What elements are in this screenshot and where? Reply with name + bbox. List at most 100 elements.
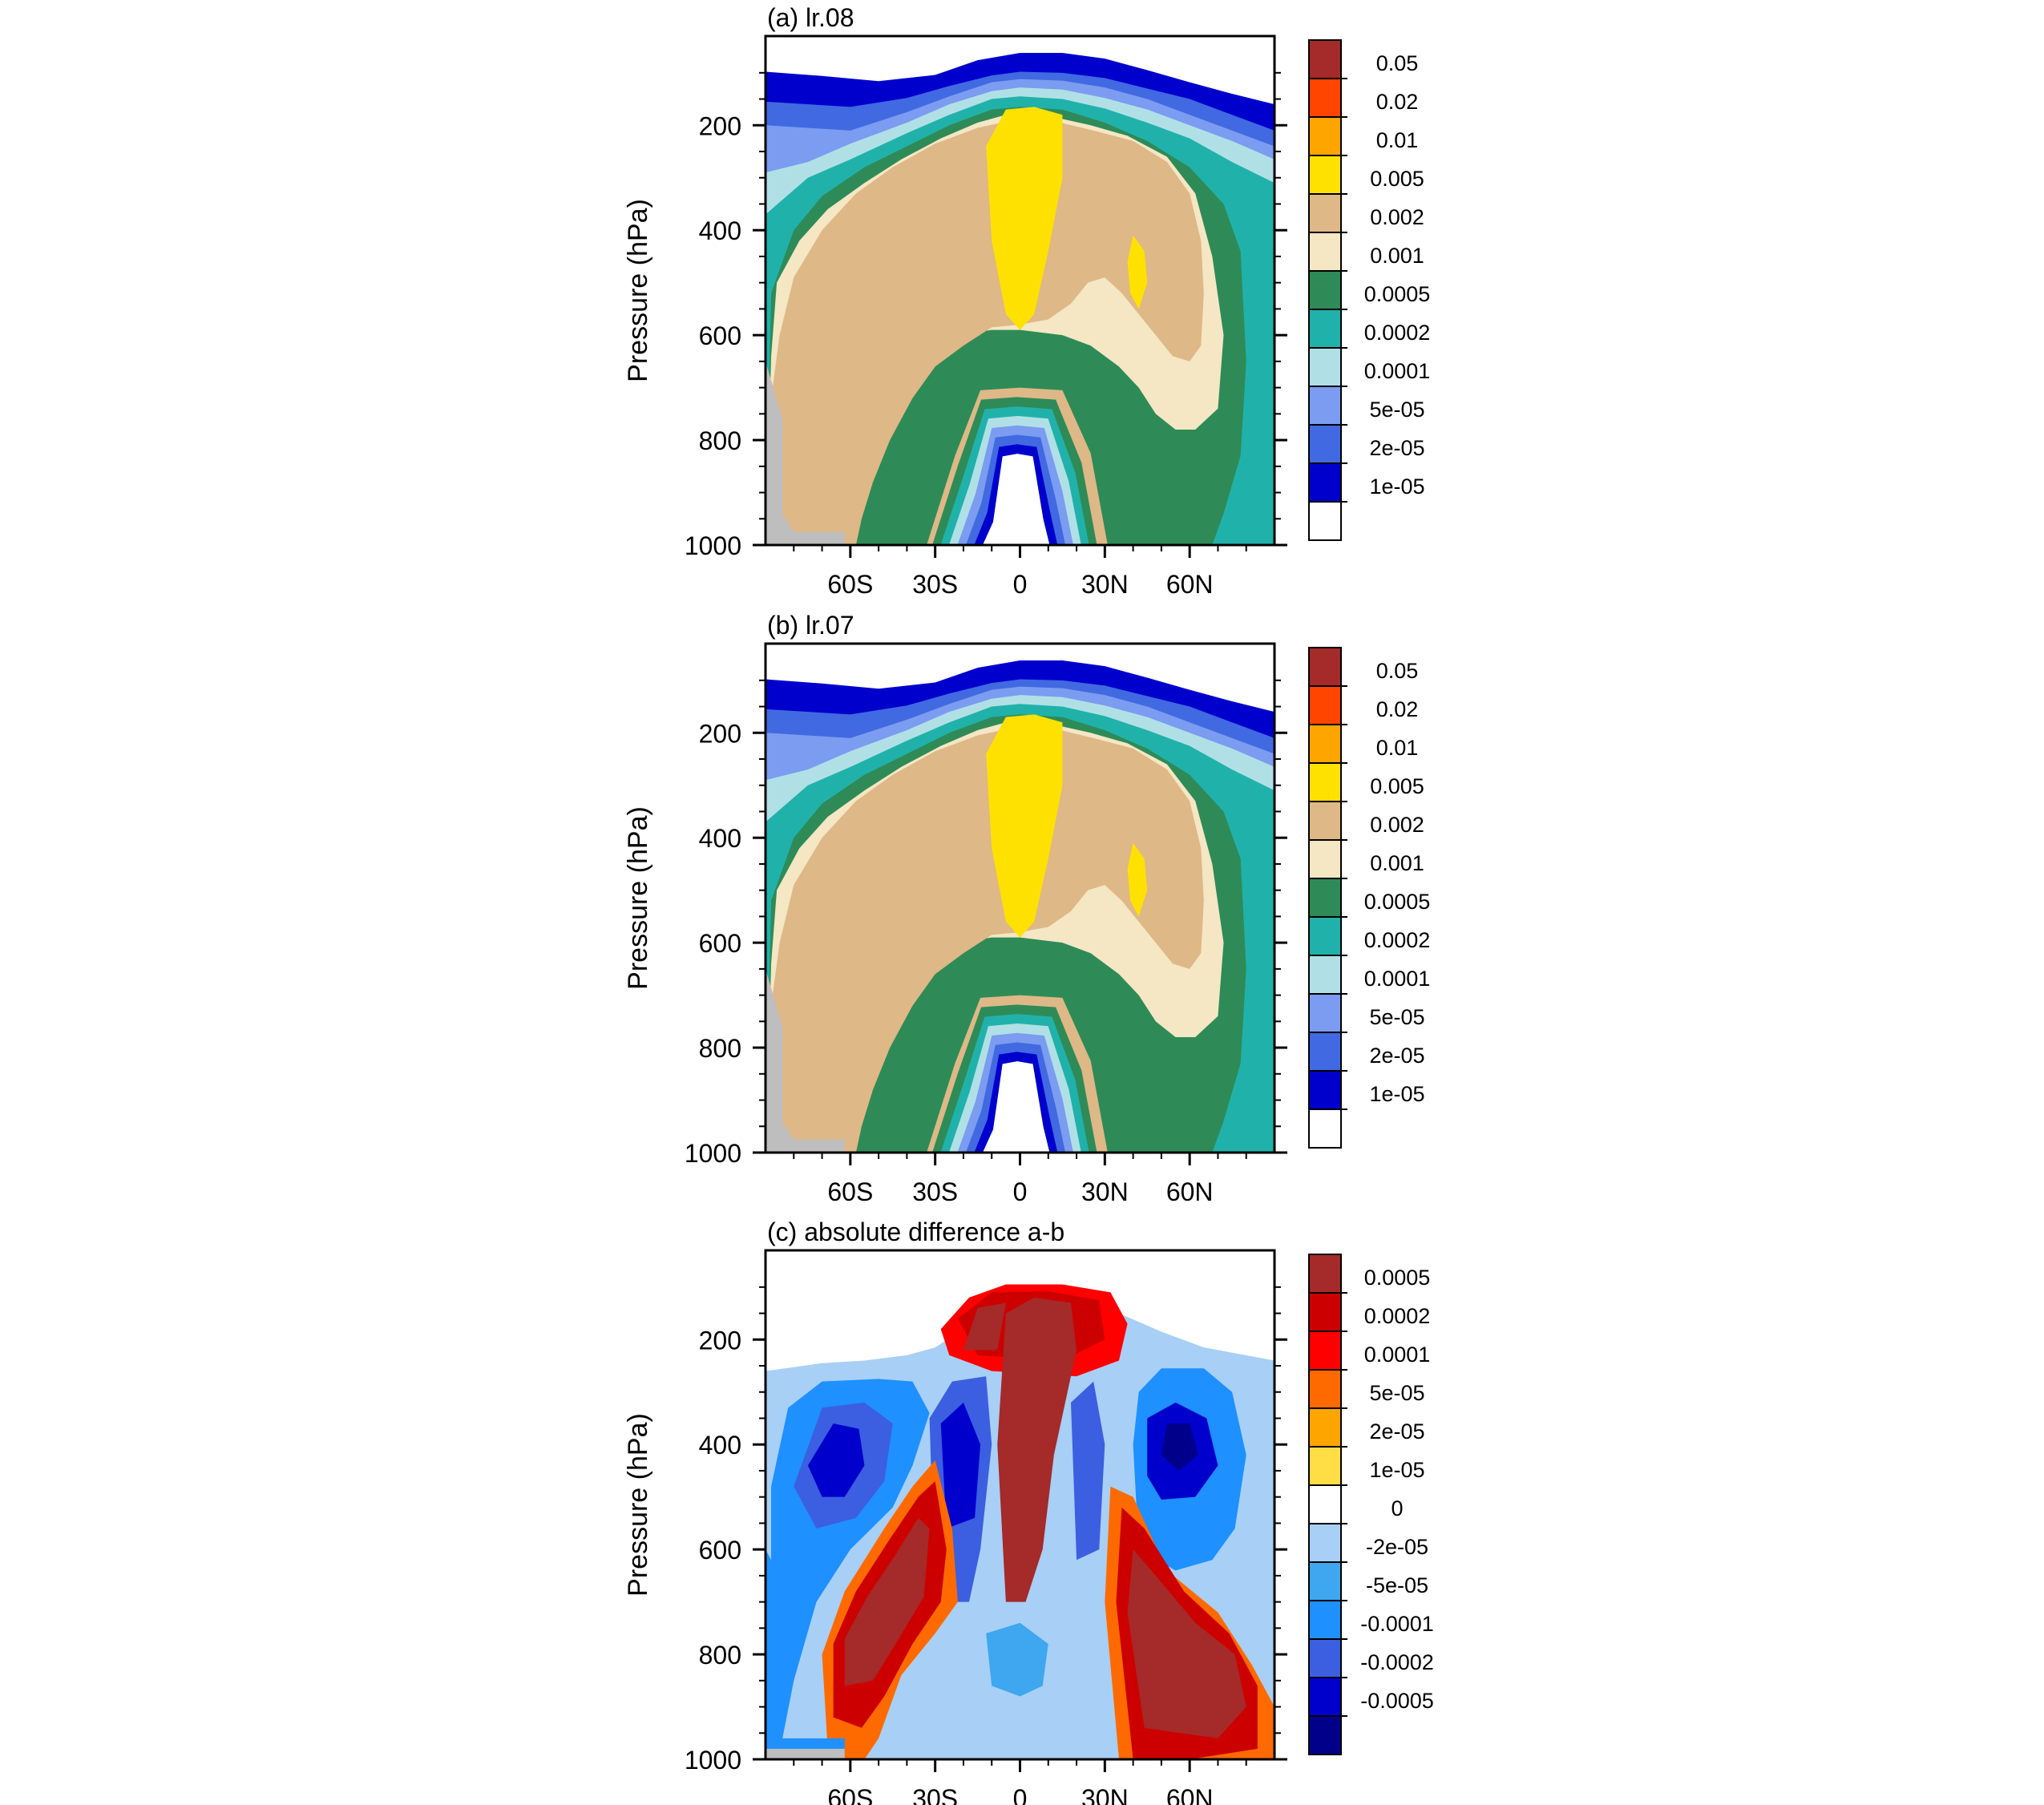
x-tick-label: 30S: [912, 1784, 958, 1805]
contour-level: [986, 107, 1063, 330]
y-tick-label: 400: [699, 824, 741, 853]
colorbar-box: [1308, 1108, 1342, 1149]
colorbar-box: [1308, 1446, 1342, 1486]
contour-level: [1071, 1381, 1105, 1561]
contour-level: [765, 968, 845, 1153]
x-tick-label: 30N: [1081, 570, 1129, 599]
x-tick-label: 30N: [1081, 1784, 1129, 1805]
colorbar-box: [1308, 878, 1342, 918]
colorbar-box: [1308, 1638, 1342, 1678]
panel-3: 200 400 600 800 1000 60S 30S 0 30N 60N (c) absolut…: [623, 1217, 1434, 1805]
colorbar-label: 2e-05: [1369, 1419, 1424, 1444]
y-tick-label: 200: [699, 111, 741, 140]
colorbar-box: [1308, 724, 1342, 764]
colorbar-label: 0.0005: [1364, 282, 1431, 306]
colorbar-label: 0.002: [1370, 813, 1424, 837]
colorbar-label: 1e-05: [1369, 1458, 1424, 1482]
panel-title: (b) lr.07: [767, 611, 854, 640]
y-tick-label: 400: [699, 1431, 741, 1460]
colorbar-2: 0.05 0.02 0.01 0.005 0.002 0.001 0.0005 0.0002 0…: [1308, 647, 1431, 1149]
colorbar-box: [1308, 1677, 1342, 1717]
colorbar-label: 1e-05: [1369, 474, 1424, 499]
colorbar-box: [1308, 1070, 1342, 1110]
y-axis-label: Pressure (hPa): [623, 199, 653, 382]
colorbar-box: [1308, 386, 1342, 426]
x-tick-label: 0: [1013, 1784, 1028, 1805]
colorbar-box: [1308, 116, 1342, 156]
colorbar-label: 0.01: [1376, 736, 1419, 760]
colorbar-label: 5e-05: [1369, 398, 1424, 422]
colorbar-label: -0.0001: [1360, 1612, 1434, 1636]
colorbar-label: 0.002: [1370, 205, 1424, 229]
colorbar-label: 0.05: [1376, 659, 1419, 683]
y-tick-label: 600: [699, 1536, 741, 1565]
colorbar-label: 0.0001: [1364, 967, 1431, 991]
colorbar-label: 0.0002: [1364, 1304, 1431, 1328]
colorbar-label: 0.0002: [1364, 321, 1431, 345]
colorbar-box: [1308, 685, 1342, 725]
contour-level: [963, 1302, 1006, 1351]
colorbar-label: 5e-05: [1369, 1005, 1424, 1029]
colorbar-box: [1308, 647, 1342, 687]
x-tick-label: 30S: [912, 1177, 958, 1206]
contour-fill-1: [765, 36, 1274, 545]
colorbar-box: [1308, 347, 1342, 387]
y-tick-label: 400: [699, 216, 741, 245]
colorbar-box: [1308, 501, 1342, 541]
colorbar-label: -5e-05: [1366, 1573, 1428, 1597]
contour-fill-2: [765, 644, 1274, 1153]
colorbar-box: [1308, 155, 1342, 195]
colorbar-label: 0.0005: [1364, 890, 1431, 914]
colorbar-label: 0.0002: [1364, 928, 1431, 952]
colorbar-box: [1308, 78, 1342, 118]
colorbar-label: 0.001: [1370, 244, 1424, 268]
contour-level: [986, 714, 1063, 938]
contour-level: [986, 1622, 1048, 1697]
panel-2: 200 400 600 800 1000 60S 30S 0 30N 60N (b) lr.07 Pr…: [623, 611, 1430, 1206]
colorbar-1: 0.05 0.02 0.01 0.005 0.002 0.001 0.0005 0.0002 0…: [1308, 39, 1431, 541]
colorbar-box: [1308, 1292, 1342, 1332]
x-tick-label: 0: [1013, 1177, 1028, 1206]
colorbar-box: [1308, 1032, 1342, 1072]
panel-1: 200 400 600 800 1000 60S 30S 0 30N 60N (a) lr.08 Pr…: [623, 3, 1430, 599]
colorbar-label: -0.0002: [1360, 1650, 1434, 1674]
x-tick-label: 60N: [1166, 570, 1214, 599]
colorbar-3: 0.0005 0.0002 0.0001 5e-05 2e-05 1e-05 0 -2e-05…: [1308, 1254, 1434, 1755]
colorbar-box: [1308, 1369, 1342, 1409]
contour-level: [1161, 1423, 1198, 1471]
colorbar-label: -0.0005: [1360, 1689, 1434, 1713]
colorbar-box: [1308, 309, 1342, 349]
colorbar-label: 2e-05: [1369, 1044, 1424, 1068]
colorbar-box: [1308, 1407, 1342, 1448]
x-tick-label: 30S: [912, 570, 958, 599]
y-tick-label: 1000: [685, 1746, 741, 1775]
colorbar-label: 0.005: [1370, 774, 1424, 798]
x-tick-label: 30N: [1081, 1177, 1129, 1206]
panel-title: (a) lr.08: [767, 3, 854, 32]
contour-level: [997, 1297, 1077, 1602]
colorbar-box: [1308, 270, 1342, 310]
colorbar-box: [1308, 955, 1342, 995]
colorbar-label: 1e-05: [1369, 1082, 1424, 1106]
colorbar-box: [1308, 839, 1342, 879]
colorbar-label: 2e-05: [1369, 436, 1424, 460]
colorbar-box: [1308, 1561, 1342, 1601]
y-axis-label: Pressure (hPa): [623, 1413, 653, 1597]
colorbar-box: [1308, 462, 1342, 503]
contour-level: [765, 119, 1204, 545]
contour-level: [765, 727, 1204, 1153]
colorbar-label: 0: [1391, 1496, 1403, 1520]
colorbar-box: [1308, 1484, 1342, 1524]
colorbar-label: 0.0005: [1364, 1266, 1431, 1290]
colorbar-box: [1308, 762, 1342, 802]
contour-fill-3: [765, 1250, 1274, 1759]
x-tick-label: 60N: [1166, 1784, 1214, 1805]
colorbar-box: [1308, 993, 1342, 1033]
colorbar-box: [1308, 424, 1342, 464]
contour-level: [765, 361, 845, 545]
contour-level: [844, 1517, 930, 1686]
contour-level: [765, 1549, 845, 1759]
contour-level: [807, 1423, 865, 1497]
x-tick-label: 60S: [827, 570, 873, 599]
